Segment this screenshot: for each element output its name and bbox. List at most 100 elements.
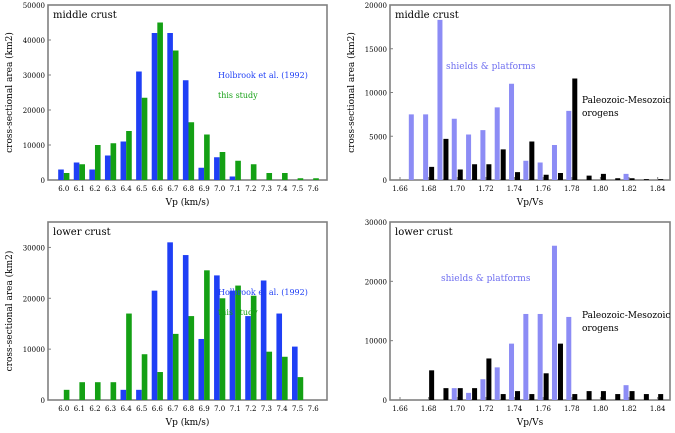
bar-holbrook xyxy=(245,316,251,400)
bar-this-study xyxy=(188,316,195,400)
bar-holbrook xyxy=(120,141,127,180)
x-tick-label: 7.1 xyxy=(230,405,241,413)
bar-orogens xyxy=(457,388,463,400)
y-axis-label: cross-sectional area (km2) xyxy=(4,32,15,153)
chart-panel-3: 0 10000 20000 30000 cross-sectional area (km… xyxy=(4,221,328,428)
x-axis-label: Vp/Vs xyxy=(516,418,544,428)
bar-shields xyxy=(509,83,515,180)
bar-this-study xyxy=(126,313,132,400)
x-tick-label: 1.66 xyxy=(392,405,408,413)
chart-panel-1: 0 10000 20000 30000 40000 50000 cross-sectiona… xyxy=(4,2,328,208)
bar-this-study xyxy=(250,295,257,400)
bar-this-study xyxy=(250,164,257,180)
bar-this-study xyxy=(235,160,241,180)
x-tick-label: 6.8 xyxy=(183,185,194,193)
bar-this-study xyxy=(172,50,179,180)
bar-shields xyxy=(566,316,572,400)
x-tick-label: 1.76 xyxy=(535,405,551,413)
bar-holbrook xyxy=(151,33,158,180)
bar-this-study xyxy=(282,173,288,180)
bar-this-study xyxy=(266,351,273,400)
x-tick-label: 6.3 xyxy=(105,405,116,413)
bar-holbrook xyxy=(182,80,189,180)
bar-orogens xyxy=(486,164,492,180)
x-tick-label: 7.4 xyxy=(276,405,288,413)
bar-shields xyxy=(494,107,500,180)
x-tick-label: 1.84 xyxy=(650,405,666,413)
bar-shields xyxy=(480,130,486,180)
bar-orogens xyxy=(486,358,492,400)
bar-shields xyxy=(623,173,629,180)
bar-holbrook xyxy=(151,290,158,400)
bar-this-study xyxy=(297,178,304,180)
x-tick-label: 1.74 xyxy=(507,185,523,193)
x-tick-label: 1.76 xyxy=(535,185,551,193)
bar-orogens xyxy=(557,173,563,180)
bar-this-study xyxy=(79,382,85,400)
y-tick-label: 20000 xyxy=(23,107,45,115)
x-tick-label: 6.0 xyxy=(58,185,69,193)
bar-holbrook xyxy=(214,275,220,400)
bar-this-study xyxy=(172,333,179,400)
bar-this-study xyxy=(219,298,226,400)
bar-shields xyxy=(566,110,572,180)
y-tick-label: 0 xyxy=(41,177,45,185)
y-tick-label: 20000 xyxy=(23,295,45,303)
bar-shields xyxy=(466,392,472,400)
annotation-orogens: Paleozoic-Mesozoic xyxy=(582,96,670,106)
bar-orogens xyxy=(658,179,664,180)
bar-holbrook xyxy=(167,242,173,400)
y-tick-label: 10000 xyxy=(23,346,45,354)
bar-shields xyxy=(537,313,543,400)
bar-shields xyxy=(523,160,529,180)
bar-orogens xyxy=(515,172,521,180)
bar-this-study xyxy=(79,164,85,180)
x-tick-label: 6.4 xyxy=(121,405,133,413)
x-tick-label: 6.9 xyxy=(199,405,210,413)
x-tick-label: 7.1 xyxy=(230,185,241,193)
x-axis-label: Vp (km/s) xyxy=(165,197,210,208)
bar-shields xyxy=(551,145,557,180)
bar-orogens xyxy=(529,394,535,400)
y-tick-label: 10000 xyxy=(365,338,387,346)
y-tick-label: 0 xyxy=(383,397,387,405)
chart-panel-2: 0 5000 10000 15000 20000 cross-sectional area… xyxy=(346,2,671,208)
bar-shields xyxy=(480,379,486,400)
bar-orogens xyxy=(515,391,521,400)
bar-shields xyxy=(551,245,557,400)
y-tick-label: 30000 xyxy=(365,219,387,227)
x-tick-label: 1.82 xyxy=(621,405,637,413)
annotation-shields: shields & platforms xyxy=(441,274,531,284)
x-tick-label: 1.72 xyxy=(478,185,494,193)
x-tick-label: 1.68 xyxy=(421,405,437,413)
x-tick-label: 1.70 xyxy=(449,405,465,413)
bar-holbrook xyxy=(73,162,80,180)
bar-this-study xyxy=(204,134,210,180)
legend-entry: this study xyxy=(218,308,258,317)
x-tick-label: 6.1 xyxy=(74,185,85,193)
annotation-orogens-2: orogens xyxy=(582,109,619,119)
x-tick-label: 6.7 xyxy=(167,185,178,193)
bar-holbrook xyxy=(214,157,220,180)
bar-orogens xyxy=(572,78,578,180)
annotation-shields: shields & platforms xyxy=(446,62,536,72)
x-tick-label: 7.2 xyxy=(245,185,256,193)
y-tick-label: 0 xyxy=(383,177,387,185)
bar-shields xyxy=(451,388,457,400)
bar-orogens xyxy=(586,391,592,400)
x-tick-label: 7.5 xyxy=(292,405,303,413)
bar-this-study xyxy=(219,152,226,180)
bar-shields xyxy=(509,343,515,400)
bar-orogens xyxy=(500,394,506,400)
bar-holbrook xyxy=(198,167,205,180)
x-tick-label: 6.2 xyxy=(89,185,100,193)
bar-orogens xyxy=(643,394,649,400)
bar-orogens xyxy=(600,173,606,180)
x-tick-label: 6.4 xyxy=(121,185,133,193)
bar-this-study xyxy=(141,97,148,180)
bar-orogens xyxy=(429,166,435,180)
x-tick-label: 7.3 xyxy=(261,405,272,413)
bar-shields xyxy=(423,114,429,180)
y-tick-label: 30000 xyxy=(23,244,45,252)
bar-orogens xyxy=(629,391,635,400)
